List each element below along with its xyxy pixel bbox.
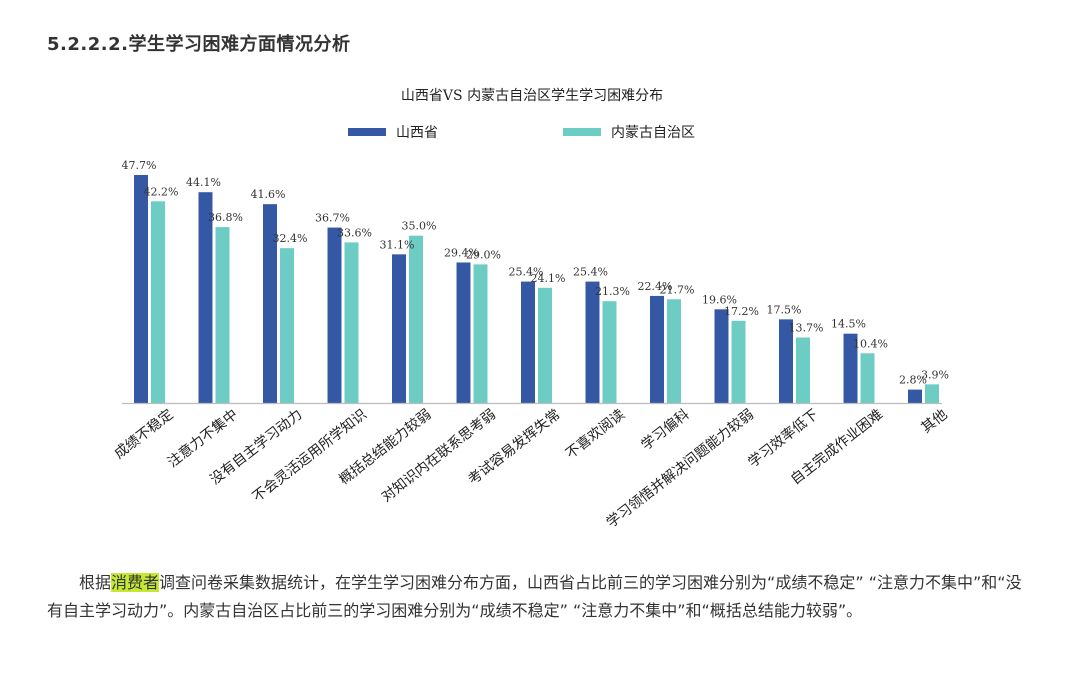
bar-0-6 [521, 281, 535, 403]
category-labels: 成绩不稳定注意力不集中没有自主学习动力不会灵活运用所学知识概括总结能力较弱对知识… [111, 406, 950, 531]
category-label-3: 不会灵活运用所学知识 [249, 406, 370, 506]
value-label-1-11: 10.4% [853, 337, 888, 350]
category-label-5: 对知识内在联系思考弱 [378, 406, 499, 506]
bar-0-1 [198, 192, 213, 403]
legend: 山西省 内蒙古自治区 [348, 125, 695, 141]
bar-1-0 [151, 201, 165, 403]
value-label-1-6: 24.1% [531, 272, 566, 285]
bar-1-11 [860, 353, 875, 403]
category-label-0: 成绩不稳定 [111, 407, 176, 463]
bar-1-5 [473, 264, 488, 403]
bar-0-5 [456, 262, 471, 403]
value-label-0-3: 36.7% [315, 212, 350, 225]
legend-swatch-0 [348, 128, 386, 136]
category-label-7: 不喜欢阅读 [562, 406, 628, 462]
bar-1-7 [602, 301, 617, 403]
bar-0-2 [263, 204, 277, 403]
bar-0-7 [585, 281, 600, 403]
value-label-0-1: 44.1% [186, 176, 221, 189]
value-label-0-7: 25.4% [573, 266, 608, 279]
bar-1-3 [344, 242, 359, 403]
value-label-0-0: 47.7% [122, 159, 157, 172]
value-label-1-7: 21.3% [595, 285, 630, 298]
bars [134, 175, 939, 403]
bar-1-10 [796, 337, 810, 403]
value-label-0-10: 17.5% [767, 303, 802, 316]
bar-0-10 [779, 319, 793, 403]
value-label-1-10: 13.7% [789, 322, 824, 335]
bar-chart: 山西省VS 内蒙古自治区学生学习困难分布 山西省 内蒙古自治区 47.7% 42.2… [111, 88, 950, 531]
bar-1-4 [409, 235, 423, 403]
bar-1-2 [280, 248, 294, 403]
bar-0-9 [714, 309, 729, 403]
bar-0-0 [134, 175, 148, 403]
bar-1-9 [731, 320, 746, 403]
bar-1-1 [215, 227, 230, 403]
value-label-1-3: 33.6% [337, 226, 372, 239]
value-label-0-4: 31.1% [380, 238, 415, 251]
bar-0-4 [392, 254, 406, 403]
value-label-0-2: 41.6% [251, 188, 286, 201]
bar-1-6 [538, 287, 552, 403]
legend-swatch-1 [563, 128, 601, 136]
value-label-1-5: 29.0% [466, 248, 501, 261]
legend-label-1: 内蒙古自治区 [611, 125, 695, 141]
value-label-1-2: 32.4% [273, 232, 308, 245]
legend-label-0: 山西省 [396, 125, 438, 141]
value-label-0-9: 19.6% [702, 293, 737, 306]
value-labels: 47.7% 42.2% 44.1% 36.8% 41.6% 32.4% 36.7%33.6%… [122, 159, 949, 387]
bar-1-8 [667, 299, 681, 403]
value-label-0-6: 25.4% [509, 266, 544, 279]
category-label-8: 学习偏科 [638, 407, 692, 454]
bar-0-8 [650, 295, 664, 403]
bar-0-11 [843, 333, 858, 403]
value-label-0-11: 14.5% [831, 318, 866, 331]
chart-title: 山西省VS 内蒙古自治区学生学习困难分布 [401, 88, 663, 104]
category-label-12: 其他 [919, 407, 951, 437]
highlighted-term[interactable]: 消费者 [111, 573, 160, 592]
summary-paragraph: 根据消费者调查问卷采集数据统计，在学生学习困难分布方面，山西省占比前三的学习困难… [47, 569, 1037, 625]
value-label-0-8: 22.4% [638, 280, 673, 293]
value-label-0-5: 29.4% [444, 246, 479, 259]
value-label-1-1: 36.8% [208, 211, 243, 224]
value-label-1-9: 17.2% [724, 305, 759, 318]
paragraph-intro: 根据 [79, 573, 112, 592]
bar-1-12 [925, 384, 939, 403]
value-label-1-0: 42.2% [144, 185, 179, 198]
paragraph-body: 调查问卷采集数据统计，在学生学习困难分布方面，山西省占比前三的学习困难分别为“成… [47, 573, 1022, 620]
value-label-1-12: 3.9% [921, 368, 949, 381]
value-label-1-4: 35.0% [402, 220, 437, 233]
value-label-0-12: 2.8% [899, 374, 927, 387]
section-heading: 5.2.2.2.学生学习困难方面情况分析 [47, 34, 351, 55]
bar-0-12 [908, 389, 922, 403]
value-label-1-8: 21.7% [660, 283, 695, 296]
bar-0-3 [327, 227, 342, 403]
